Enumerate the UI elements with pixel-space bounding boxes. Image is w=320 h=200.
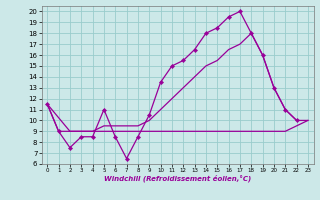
X-axis label: Windchill (Refroidissement éolien,°C): Windchill (Refroidissement éolien,°C) xyxy=(104,175,251,182)
